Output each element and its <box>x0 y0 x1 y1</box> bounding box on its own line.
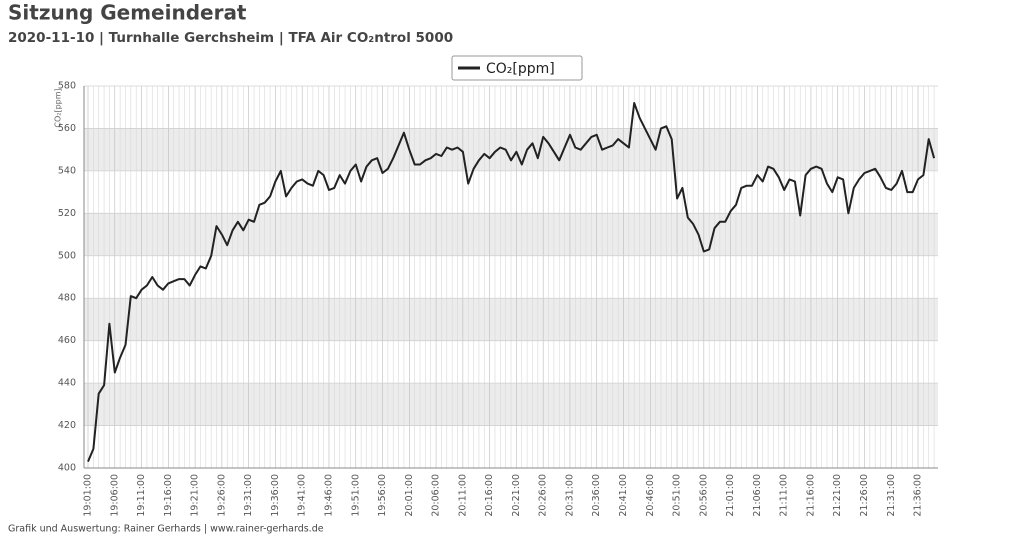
x-tick-label: 21:06:00 <box>752 474 763 517</box>
footer: Grafik und Auswertung: Rainer Gerhards |… <box>8 524 324 535</box>
x-tick-label: 19:51:00 <box>350 474 361 517</box>
x-tick-label: 19:31:00 <box>243 474 254 517</box>
x-tick-label: 19:46:00 <box>323 474 334 517</box>
x-tick-label: 19:41:00 <box>297 474 308 517</box>
x-tick-label: 21:16:00 <box>805 474 816 517</box>
y-tick-label: 420 <box>58 420 76 431</box>
x-tick-label: 20:26:00 <box>538 474 549 517</box>
x-tick-label: 20:01:00 <box>404 474 415 517</box>
y-axis-label: CO₂[ppm] <box>54 88 63 127</box>
x-tick-label: 19:36:00 <box>270 474 281 517</box>
y-tick-label: 460 <box>58 335 76 346</box>
x-tick-label: 20:11:00 <box>457 474 468 517</box>
y-tick-label: 580 <box>58 81 76 92</box>
y-tick-label: 500 <box>58 250 76 261</box>
y-tick-label: 520 <box>58 208 76 219</box>
x-tick-label: 19:06:00 <box>109 474 120 517</box>
legend-box <box>451 55 583 81</box>
x-tick-label: 21:36:00 <box>913 474 924 517</box>
x-tick-label: 20:36:00 <box>591 474 602 517</box>
legend-label: CO₂[ppm] <box>486 61 555 77</box>
x-tick-label: 21:11:00 <box>779 474 790 517</box>
x-tick-label: 19:56:00 <box>377 474 388 517</box>
chart-subtitle: 2020-11-10 | Turnhalle Gerchsheim | TFA … <box>8 30 453 46</box>
x-tick-label: 20:21:00 <box>511 474 522 517</box>
y-tick-label: 480 <box>58 293 76 304</box>
x-tick-label: 20:16:00 <box>484 474 495 517</box>
x-tick-label: 19:21:00 <box>190 474 201 517</box>
x-tick-label: 21:26:00 <box>859 474 870 517</box>
y-tick-label: 440 <box>58 378 76 389</box>
chart-title: Sitzung Gemeinderat <box>8 1 247 25</box>
y-tick-label: 540 <box>58 165 76 176</box>
x-tick-label: 20:46:00 <box>645 474 656 517</box>
y-tick-label: 400 <box>58 463 76 474</box>
y-tick-label: 560 <box>58 123 76 134</box>
x-tick-label: 20:56:00 <box>698 474 709 517</box>
x-tick-label: 21:01:00 <box>725 474 736 517</box>
x-tick-label: 19:01:00 <box>83 474 94 517</box>
x-tick-label: 19:26:00 <box>216 474 227 517</box>
x-tick-label: 19:16:00 <box>163 474 174 517</box>
x-tick-label: 21:21:00 <box>832 474 843 517</box>
x-tick-label: 19:11:00 <box>136 474 147 517</box>
x-tick-label: 20:06:00 <box>431 474 442 517</box>
x-tick-label: 20:41:00 <box>618 474 629 517</box>
data-line <box>87 102 936 462</box>
x-tick-label: 21:31:00 <box>886 474 897 517</box>
x-tick-label: 20:31:00 <box>564 474 575 517</box>
x-tick-label: 20:51:00 <box>672 474 683 517</box>
